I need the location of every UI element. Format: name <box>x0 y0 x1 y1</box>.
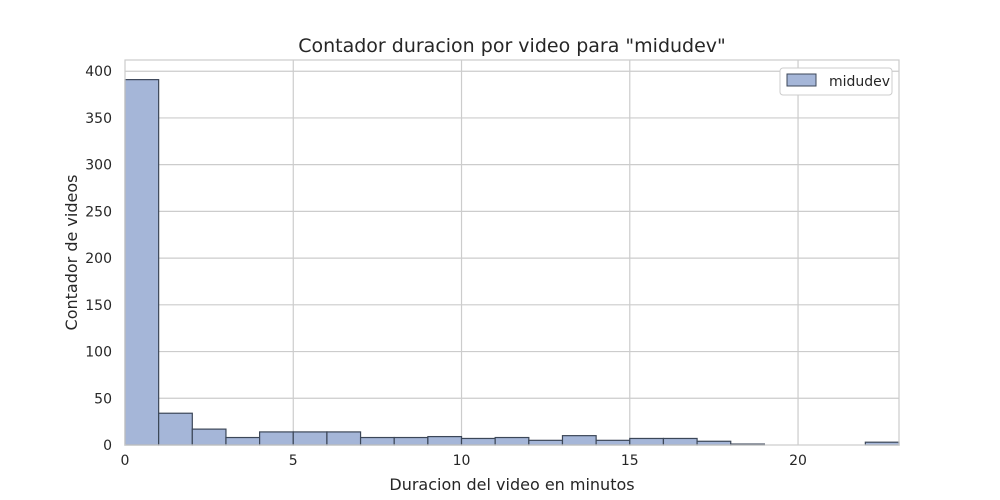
histogram-bar <box>191 428 227 446</box>
histogram-bar <box>528 439 564 446</box>
y-tick-label: 50 <box>94 391 112 407</box>
chart-title: Contador duracion por video para "midude… <box>298 35 726 57</box>
histogram-bar <box>158 412 193 446</box>
legend-swatch <box>786 73 817 87</box>
histogram-bar <box>393 436 429 446</box>
histogram-bar <box>662 437 698 446</box>
y-tick-labels: 0 50 100 150 200 250 300 350 400 <box>85 64 112 454</box>
y-tick-label: 0 <box>103 438 112 454</box>
x-tick-label: 20 <box>789 453 807 469</box>
histogram-bar <box>460 437 496 446</box>
y-tick-label: 400 <box>85 64 112 80</box>
histogram-bar <box>359 436 395 446</box>
x-tick-label: 15 <box>621 453 639 469</box>
x-tick-labels: 0 5 10 15 20 <box>121 453 807 469</box>
histogram-bar <box>225 436 261 446</box>
x-tick-label: 0 <box>121 453 130 469</box>
y-tick-label: 350 <box>85 111 112 127</box>
grid-lines <box>125 60 899 445</box>
y-tick-label: 250 <box>85 204 112 220</box>
x-tick-label: 10 <box>453 453 471 469</box>
y-tick-label: 150 <box>85 298 112 314</box>
histogram-bar <box>494 436 530 446</box>
histogram-bar <box>259 431 294 446</box>
x-axis-label: Duracion del video en minutos <box>389 475 634 494</box>
y-tick-label: 200 <box>85 251 112 267</box>
histogram-bar <box>629 437 665 446</box>
histogram-bar <box>427 435 463 446</box>
x-tick-label: 5 <box>289 453 298 469</box>
histogram-bar <box>124 79 160 446</box>
histogram-bar <box>326 431 362 446</box>
y-axis-label: Contador de videos <box>62 175 81 331</box>
histogram-bar <box>292 431 328 446</box>
legend: midudev <box>779 67 893 96</box>
histogram-bars <box>124 79 900 446</box>
legend-label-midudev: midudev <box>829 74 890 90</box>
histogram-bar <box>561 435 597 446</box>
y-tick-label: 100 <box>85 345 112 361</box>
plot-frame <box>124 59 900 446</box>
y-tick-label: 300 <box>85 158 112 174</box>
histogram-bar <box>595 439 631 446</box>
